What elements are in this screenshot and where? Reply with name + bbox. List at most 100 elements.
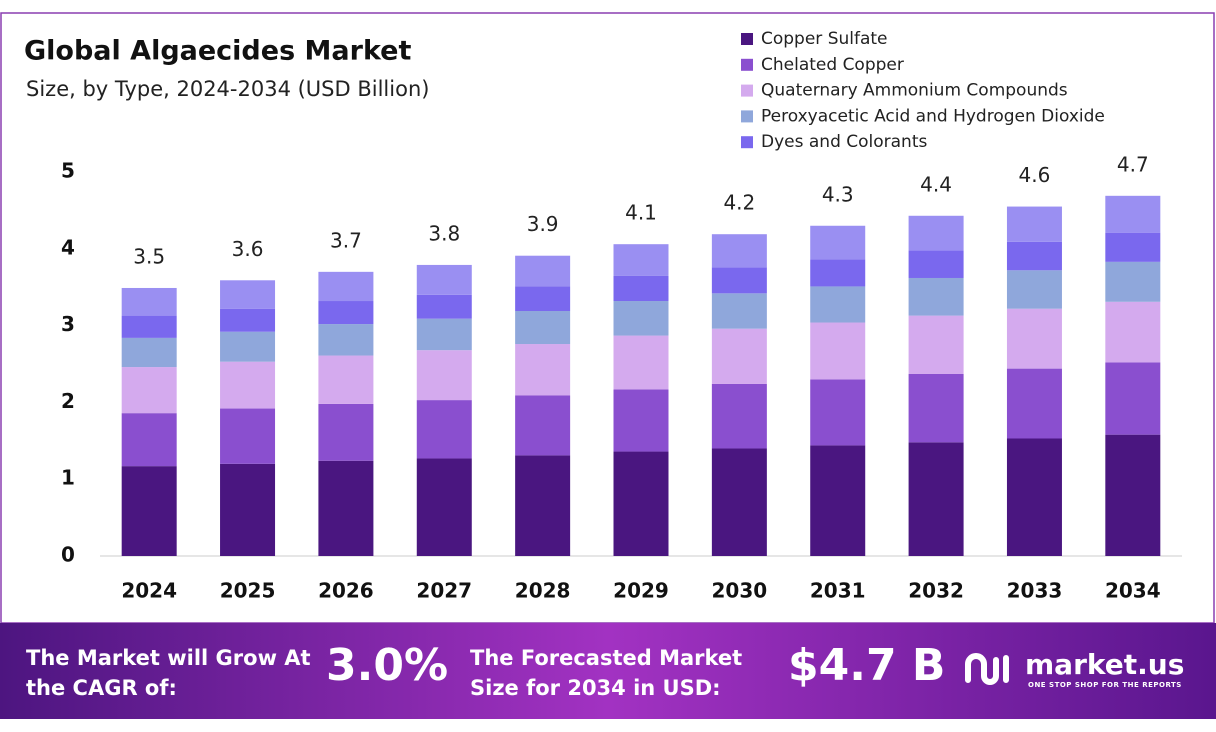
bar-segment — [613, 335, 669, 390]
legend-swatch — [741, 33, 753, 45]
bar-segment — [908, 315, 964, 374]
footer-band — [0, 623, 1216, 719]
bar-segment — [318, 355, 374, 404]
total-label: 3.8 — [428, 221, 460, 245]
bar-segment — [416, 264, 472, 295]
total-label: 3.9 — [527, 212, 559, 236]
legend-label: Peroxyacetic Acid and Hydrogen Dioxide — [761, 106, 1105, 126]
bar-segment — [1006, 308, 1062, 369]
bar-segment — [711, 293, 767, 329]
bar-segment — [515, 395, 571, 456]
bar-segment — [711, 383, 767, 449]
total-label: 4.6 — [1019, 163, 1051, 187]
bar-segment — [1105, 301, 1161, 363]
brand: market.us — [1025, 648, 1185, 681]
bar-segment — [318, 324, 374, 356]
legend-swatch — [741, 110, 753, 123]
legend-swatch — [741, 84, 753, 97]
chart-title: Global Algaecides Market — [24, 36, 411, 67]
bar-segment — [416, 400, 472, 459]
bar-segment — [121, 287, 177, 316]
bar-segment — [908, 277, 964, 316]
x-tick-label: 2030 — [712, 579, 768, 603]
bar-segment — [810, 225, 866, 260]
bar-segment — [1105, 362, 1161, 435]
legend-swatch — [741, 58, 753, 71]
bar-segment — [220, 280, 276, 309]
tagline: ONE STOP SHOP FOR THE REPORTS — [1028, 681, 1182, 689]
bar-segment — [220, 408, 276, 464]
y-tick-label: 4 — [61, 235, 75, 259]
cagr-text: The Market will Grow At the CAGR of: — [26, 646, 311, 700]
bar-segment — [1006, 438, 1062, 556]
total-label: 4.1 — [625, 201, 657, 225]
bar-segment — [1105, 232, 1161, 262]
cagr-value: 3.0% — [326, 640, 449, 691]
x-tick-label: 2028 — [515, 579, 571, 603]
bar-segment — [220, 361, 276, 409]
total-label: 3.6 — [232, 237, 264, 261]
bar-segment — [711, 267, 767, 294]
x-tick-label: 2033 — [1007, 579, 1063, 603]
x-tick-label: 2025 — [220, 579, 276, 603]
bar-segment — [416, 318, 472, 351]
bar-segment — [908, 373, 964, 443]
legend-label: Quaternary Ammonium Compounds — [761, 81, 1068, 101]
bar-segment — [318, 403, 374, 461]
bar-segment — [613, 301, 669, 336]
bar-segment — [810, 322, 866, 380]
bar-segment — [810, 379, 866, 446]
x-tick-label: 2024 — [121, 579, 177, 603]
bar-segment — [220, 463, 276, 556]
total-label: 3.5 — [133, 244, 165, 268]
bar-segment — [613, 389, 669, 452]
logo — [965, 653, 1009, 685]
forecast-value: $4.7 B — [788, 640, 946, 691]
bar-segment — [416, 458, 472, 556]
y-tick-label: 5 — [61, 159, 75, 183]
legend-swatch — [741, 136, 753, 149]
chart-subtitle: Size, by Type, 2024-2034 (USD Billion) — [26, 77, 429, 101]
bar-segment — [318, 301, 374, 325]
total-label: 3.7 — [330, 228, 362, 252]
bar-segment — [121, 337, 177, 368]
bar-segment — [810, 286, 866, 323]
x-tick-label: 2034 — [1105, 579, 1161, 603]
bar-segment — [121, 466, 177, 556]
y-tick-label: 2 — [61, 389, 75, 413]
bar-segment — [1006, 368, 1062, 439]
bar-segment — [810, 445, 866, 556]
bar-segment — [1105, 261, 1161, 302]
bar-segment — [121, 367, 177, 414]
bar-segment — [515, 455, 571, 556]
bar-segment — [515, 344, 571, 396]
x-tick-label: 2031 — [810, 579, 866, 603]
forecast-text: The Forecasted Market Size for 2034 in U… — [470, 646, 743, 700]
bar-segment — [810, 259, 866, 287]
bar-segment — [613, 451, 669, 556]
bar-segment — [1006, 241, 1062, 271]
bar-segment — [515, 311, 571, 345]
bar-segment — [711, 448, 767, 556]
bar-segment — [515, 255, 571, 287]
total-label: 4.2 — [723, 191, 755, 215]
legend-label: Dyes and Colorants — [761, 132, 927, 152]
bar-segment — [711, 328, 767, 384]
bar-segment — [416, 294, 472, 319]
bar-segment — [318, 460, 374, 556]
bar-segment — [318, 271, 374, 302]
bar-segment — [1105, 434, 1161, 556]
bar-segment — [908, 250, 964, 278]
bar-segment — [613, 244, 669, 276]
bar-segment — [220, 331, 276, 362]
x-tick-label: 2032 — [908, 579, 964, 603]
legend-label: Copper Sulfate — [761, 29, 888, 49]
bar-segment — [416, 350, 472, 401]
total-label: 4.3 — [822, 182, 854, 206]
bar-segment — [121, 315, 177, 338]
y-tick-label: 1 — [61, 466, 75, 490]
total-label: 4.4 — [920, 172, 952, 196]
bar-segment — [1006, 270, 1062, 309]
